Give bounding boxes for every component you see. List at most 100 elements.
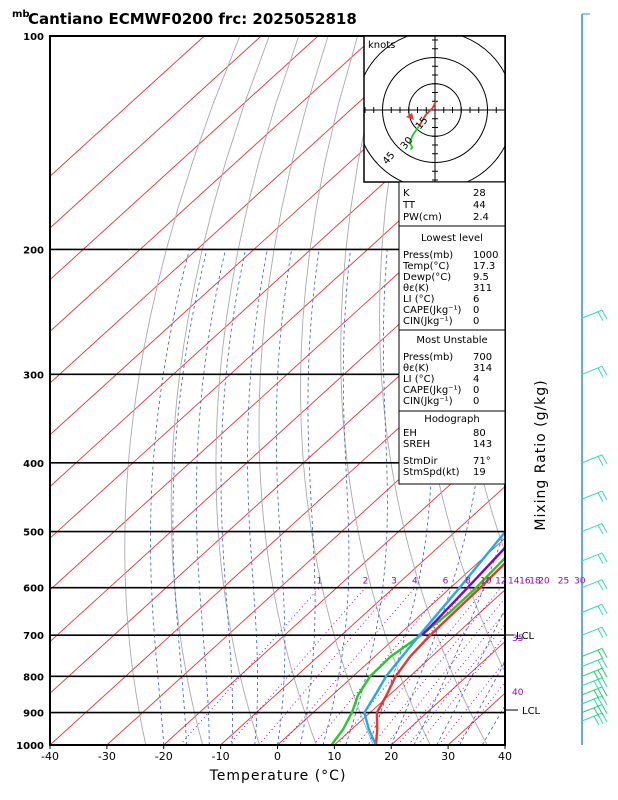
sounding-trace-0 xyxy=(374,561,505,745)
temperature-tick-label: -40 xyxy=(41,750,59,763)
wind-barb-shaft xyxy=(581,658,603,667)
wind-barb-shaft xyxy=(581,552,603,562)
lowest-dewp-label: Dewp(°C) xyxy=(403,272,451,283)
dry-adiabat-line xyxy=(170,36,270,745)
unstable-thetae-label: θε(K) xyxy=(403,363,429,374)
pressure-tick-label: 500 xyxy=(23,528,44,539)
isotherm-line xyxy=(50,36,205,177)
hodograph-stats-title: Hodograph xyxy=(424,414,479,425)
wind-barb-flag xyxy=(601,366,608,376)
moist-adiabat-line xyxy=(322,249,351,745)
wind-barb-flag xyxy=(601,309,608,320)
wind-barb-shaft xyxy=(581,603,603,613)
pressure-tick-label: 600 xyxy=(23,584,44,595)
wind-barb-shaft xyxy=(581,490,603,500)
dry-adiabat-line xyxy=(258,36,329,745)
wind-barb-flag xyxy=(597,605,604,616)
isotherm-line xyxy=(50,36,433,384)
wind-barb-flag xyxy=(597,554,604,564)
lowest-level-title: Lowest level xyxy=(421,233,483,244)
mixing-ratio-line xyxy=(179,587,320,745)
moist-adiabat-line xyxy=(275,249,292,745)
hodograph-trace-low xyxy=(418,100,437,127)
dry-adiabat-line xyxy=(124,36,241,745)
temperature-tick-label: 20 xyxy=(384,750,398,763)
mixing-ratio-label: 18 xyxy=(529,577,541,587)
storm-motion-marker xyxy=(406,113,414,120)
dry-adiabat-line xyxy=(488,36,505,392)
wind-barb-flag xyxy=(593,680,600,691)
stats-frame xyxy=(398,181,506,485)
mixing-ratio-label: 12 xyxy=(495,577,506,587)
lowest-temp-label: Temp(°C) xyxy=(402,261,450,272)
pressure-tick-label: 700 xyxy=(23,631,44,642)
mixing-ratio-label: 8 xyxy=(465,577,471,587)
side-label-40: 40 xyxy=(512,688,524,698)
wind-barb-flag xyxy=(593,689,600,700)
pressure-tick-label: 100 xyxy=(23,32,44,43)
moist-adiabat-line xyxy=(345,249,388,745)
temperature-tick-label: -20 xyxy=(155,750,173,763)
temperature-tick-label: -30 xyxy=(98,750,116,763)
wind-barb-flag xyxy=(601,552,608,563)
pressure-tick-label: 900 xyxy=(23,709,44,720)
stat-k-label: K xyxy=(403,188,410,199)
lowest-li-value: 6 xyxy=(473,294,479,305)
pressure-tick-label: 1000 xyxy=(16,741,44,752)
wind-barb-flag xyxy=(593,707,600,718)
x-axis-label: Temperature (°C) xyxy=(209,768,347,784)
sreh-label: SREH xyxy=(403,439,430,450)
temperature-tick-label: 0 xyxy=(274,750,281,763)
mixing-ratio-label: 2 xyxy=(363,577,369,587)
dry-adiabat-line xyxy=(215,36,300,745)
wind-barb-shaft xyxy=(581,647,603,657)
temperature-tick-label: 40 xyxy=(498,750,512,763)
wind-barb-flag xyxy=(601,658,608,668)
temperature-axis-labels: -40 -30 -20 -10 0 10 20 30 40 xyxy=(41,745,512,763)
isotherm-line xyxy=(163,434,505,745)
wind-barb-flag xyxy=(601,626,608,637)
wind-barb-flag xyxy=(597,659,604,670)
wind-barb-shaft xyxy=(581,712,603,722)
stat-pw-value: 2.4 xyxy=(473,212,489,223)
isotherm-line xyxy=(50,227,505,643)
stats-table: K 28 TT 44 PW(cm) 2.4 Lowest level Press… xyxy=(398,181,506,485)
most-unstable-title: Most Unstable xyxy=(416,335,487,346)
isotherm-line xyxy=(50,175,505,591)
moist-adiabat-line xyxy=(459,660,505,745)
wind-barb-flag xyxy=(593,671,600,681)
pressure-tick-label: 300 xyxy=(23,370,44,381)
sounding-traces xyxy=(330,530,505,745)
mixing-ratio-line xyxy=(438,660,505,745)
lowest-li-label: LI (°C) xyxy=(403,294,435,305)
dry-adiabat-line xyxy=(340,36,431,745)
wind-barb-shaft xyxy=(581,523,603,533)
mixing-ratio-label: 1 xyxy=(317,577,323,587)
wind-barb-flag xyxy=(593,698,600,709)
mixing-ratio-label: 16 xyxy=(519,577,531,587)
isotherm-line xyxy=(50,36,262,229)
unstable-cape-label: CAPE(Jkg⁻¹) xyxy=(403,385,461,396)
wind-barb-flag xyxy=(597,456,604,466)
sreh-value: 143 xyxy=(473,439,492,450)
wind-barb-shaft xyxy=(581,686,603,696)
hodograph-inset: knots 15 30 45 xyxy=(363,35,506,183)
lowest-cape-value: 0 xyxy=(473,305,479,316)
dry-adiabat-line xyxy=(300,36,374,745)
lowest-dewp-value: 9.5 xyxy=(473,272,489,283)
wind-barb-shaft xyxy=(581,579,603,589)
lowest-thetae-label: θε(K) xyxy=(403,283,429,294)
lowest-temp-value: 17.3 xyxy=(473,261,495,272)
stmdir-value: 71° xyxy=(473,456,491,467)
wind-barb-flag xyxy=(601,454,608,465)
mixing-ratio-axis-label: Mixing Ratio (g/kg) xyxy=(533,379,549,530)
wind-barb-flag xyxy=(597,311,604,321)
mixing-ratio-label: 4 xyxy=(412,577,418,587)
mixing-ratio-label: 10 xyxy=(480,577,492,587)
chart-title: Cantiano ECMWF0200 frc: 2025052818 xyxy=(28,10,357,28)
wind-barb-flag xyxy=(601,648,608,658)
mixing-ratio-label: 25 xyxy=(558,577,569,587)
isotherm-line xyxy=(50,36,376,332)
isotherm-line xyxy=(334,589,505,745)
wind-barb-shaft xyxy=(581,667,603,677)
